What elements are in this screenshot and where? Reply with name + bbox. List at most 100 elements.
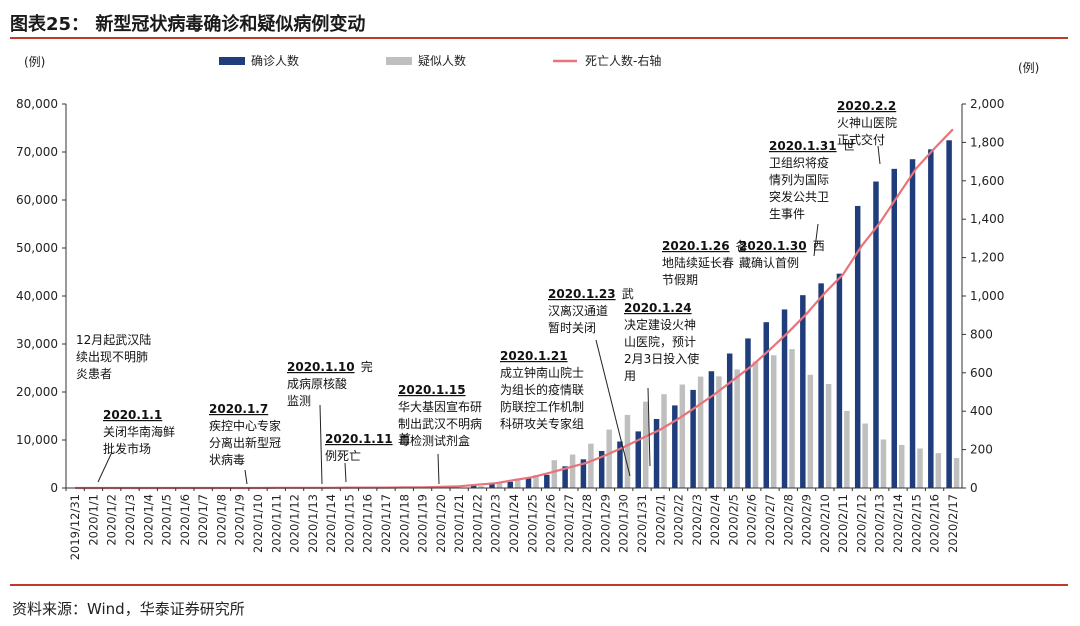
x-tick-label: 2020/2/16 — [928, 494, 942, 553]
right-tick-label: 200 — [970, 443, 993, 457]
x-tick-label: 2020/1/29 — [598, 494, 612, 553]
x-tick-label: 2020/1/15 — [342, 494, 356, 553]
legend-swatch-bar — [219, 57, 245, 65]
confirmed-bar — [928, 149, 934, 488]
suspected-bar — [588, 443, 594, 488]
x-tick-label: 2020/2/4 — [708, 494, 722, 546]
event-text-line: 山医院，预计 — [624, 335, 696, 349]
x-tick-label: 2020/2/7 — [763, 494, 777, 546]
x-tick-label: 2020/1/11 — [269, 494, 283, 553]
event-text-line: 暂时关闭 — [548, 321, 596, 335]
event-text-line: 疾控中心专家 — [209, 418, 281, 433]
suspected-bar — [862, 423, 868, 488]
annotation-leader-line — [647, 387, 651, 467]
suspected-bar — [551, 460, 558, 488]
x-tick-label: 2020/2/17 — [946, 494, 960, 553]
suspected-bar — [697, 376, 704, 488]
confirmed-bar — [617, 441, 623, 488]
suspected-bar — [825, 383, 832, 488]
confirmed-bar — [891, 168, 897, 489]
event-date: 2020.2.2 — [837, 99, 896, 113]
x-tick-label: 2020/1/12 — [288, 494, 302, 553]
x-tick-label: 2020/2/13 — [873, 494, 887, 553]
event-text-line: 例死亡 — [325, 449, 361, 463]
x-tick-label: 2020/1/22 — [470, 494, 484, 553]
x-tick-label: 2020/2/10 — [818, 494, 832, 553]
confirmed-bar — [726, 353, 733, 488]
event-text-line: 情列为国际 — [769, 173, 829, 187]
event-date: 2020.1.10 — [287, 360, 355, 374]
event-date: 2020.1.24 — [624, 301, 692, 315]
event-text-line: 炎患者 — [76, 367, 112, 381]
right-tick-label: 600 — [970, 366, 993, 380]
confirmed-bar — [489, 484, 495, 488]
confirmed-bar — [800, 295, 806, 488]
right-tick-label: 2,000 — [970, 97, 1004, 111]
x-tick-label: 2020/1/21 — [452, 494, 466, 553]
confirmed-bar — [854, 205, 861, 488]
event-text-line: 地陆续延长春 — [662, 255, 734, 270]
annotation-leader-line — [344, 462, 347, 483]
event-text-line: 用 — [624, 369, 636, 383]
confirmed-bar — [818, 283, 824, 488]
x-tick-label: 2020/1/5 — [160, 494, 174, 546]
confirmed-bar — [873, 181, 879, 488]
x-tick-label: 2020/2/14 — [891, 494, 905, 553]
event-text-line: 毒检测试剂盒 — [398, 433, 470, 448]
x-tick-label: 2020/1/16 — [361, 494, 375, 553]
annotation-leader-line — [813, 223, 819, 257]
confirmed-bar — [946, 140, 952, 489]
x-tick-label: 2020/1/13 — [306, 494, 320, 553]
x-tick-label: 2020/2/15 — [909, 494, 923, 553]
event-text-line: 12月起武汉陆 — [76, 332, 151, 347]
left-tick-label: 0 — [50, 481, 58, 495]
x-tick-label: 2020/1/17 — [379, 494, 393, 553]
left-axis-unit: (例) — [24, 55, 45, 69]
event-date: 2020.1.31 — [769, 139, 837, 153]
confirmed-bar — [653, 418, 660, 488]
x-tick-label: 2020/1/8 — [214, 494, 228, 546]
chart-title: 图表25： 新型冠状病毒确诊和疑似病例变动 — [10, 14, 366, 35]
x-tick-label: 2020/2/6 — [745, 494, 759, 546]
x-tick-label: 2020/1/26 — [544, 494, 558, 553]
confirmed-bar — [507, 481, 513, 488]
x-tick-label: 2020/2/11 — [836, 494, 850, 553]
confirmed-bar — [672, 405, 678, 488]
confirmed-bar — [745, 338, 751, 488]
legend-label: 死亡人数-右轴 — [585, 53, 661, 68]
annotation-leader-line — [595, 339, 631, 477]
x-tick-label: 2020/1/18 — [397, 494, 411, 553]
annotation-leader-line — [244, 469, 248, 485]
suspected-bar — [935, 453, 942, 488]
suspected-bar — [606, 429, 612, 488]
x-tick-label: 2020/1/3 — [123, 494, 137, 546]
title-bar: 图表25： 新型冠状病毒确诊和疑似病例变动 — [10, 6, 1068, 36]
event-date: 2020.1.21 — [500, 349, 568, 363]
suspected-bar — [661, 394, 667, 488]
x-tick-label: 2020/2/5 — [726, 494, 740, 546]
left-tick-label: 40,000 — [16, 289, 58, 303]
annotation-leader-line — [437, 453, 440, 485]
event-text-line: 制出武汉不明病 — [398, 416, 482, 431]
x-tick-label: 2020/2/3 — [690, 494, 704, 546]
suspected-bar — [478, 486, 484, 488]
event-text-line: 成立钟南山院士 — [500, 365, 584, 380]
left-tick-label: 50,000 — [16, 241, 58, 255]
right-tick-label: 400 — [970, 404, 993, 418]
right-tick-label: 1,800 — [970, 135, 1004, 149]
event-date: 2020.1.23 — [548, 287, 616, 301]
x-tick-label: 2020/1/6 — [178, 494, 192, 546]
suspected-bar — [807, 374, 814, 488]
suspected-bar — [679, 384, 686, 488]
confirmed-bar — [470, 485, 477, 488]
right-tick-label: 0 — [970, 481, 978, 495]
suspected-bar — [953, 458, 960, 488]
suspected-bar — [716, 376, 722, 488]
x-tick-label: 2020/1/14 — [324, 494, 338, 553]
right-tick-label: 800 — [970, 327, 993, 341]
